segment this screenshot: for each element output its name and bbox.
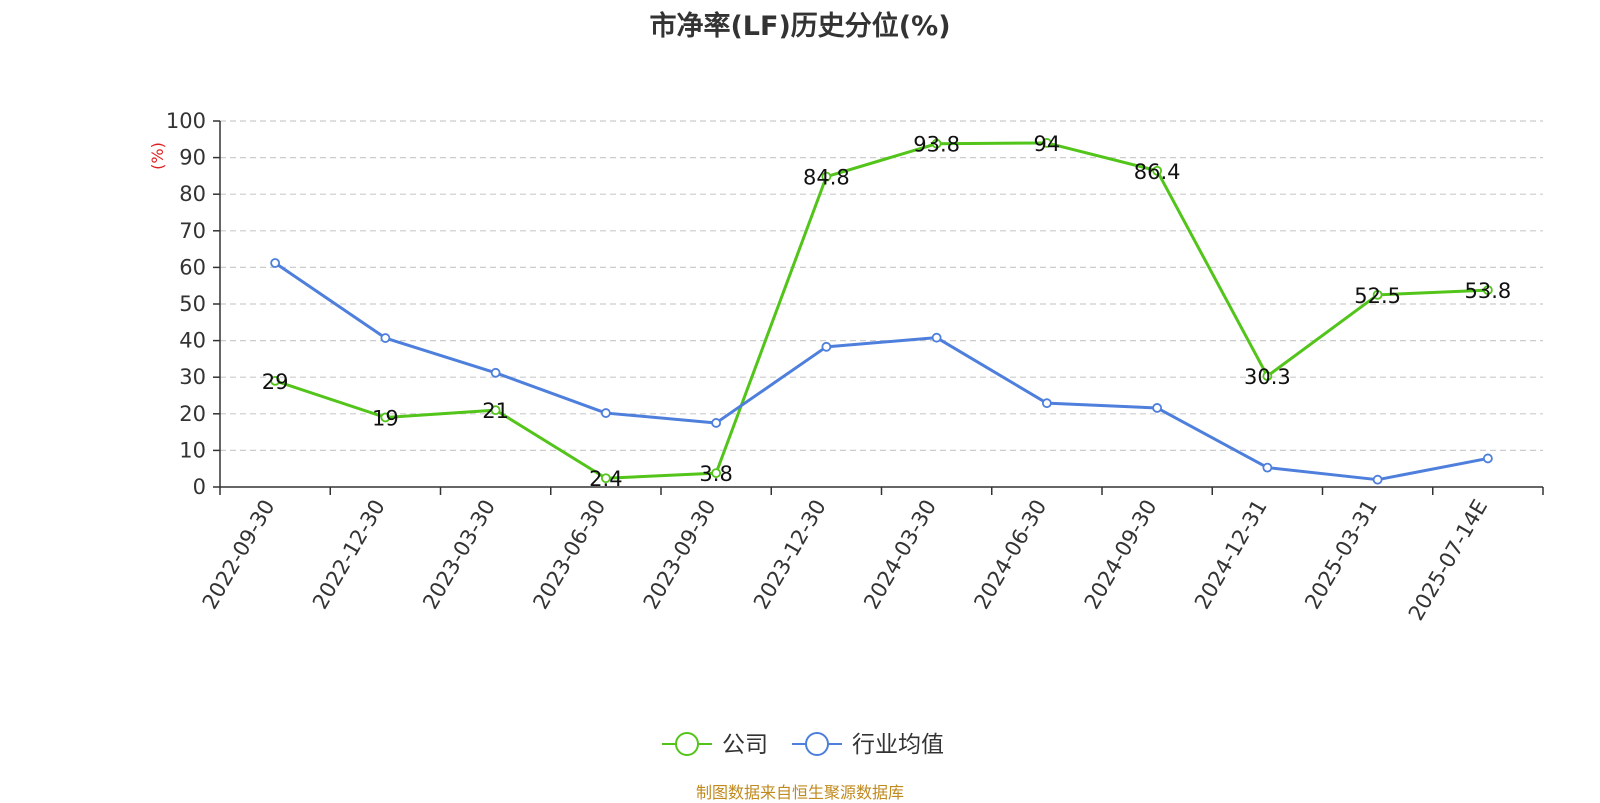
data-point xyxy=(490,405,501,416)
data-label: 84.8 xyxy=(803,166,850,190)
data-point xyxy=(931,332,942,343)
data-label: 86.4 xyxy=(1134,160,1181,184)
data-point xyxy=(821,341,832,352)
data-label: 93.8 xyxy=(913,133,960,157)
series-line-0 xyxy=(274,141,1488,480)
y-tick-label: 20 xyxy=(179,402,206,426)
x-tick-label: 2025-07-14E xyxy=(1404,496,1492,625)
x-tick-label: 2023-09-30 xyxy=(639,496,721,614)
y-tick-label: 0 xyxy=(193,475,206,499)
data-point xyxy=(490,367,501,378)
data-label: 3.8 xyxy=(699,462,732,486)
data-label: 30.3 xyxy=(1244,365,1291,389)
data-label: 94 xyxy=(1034,132,1061,156)
series-lines xyxy=(270,138,1493,485)
y-tick-label: 90 xyxy=(179,146,206,170)
data-label: 2.4 xyxy=(589,467,622,491)
data-point xyxy=(1372,289,1383,300)
legend-circle-icon xyxy=(675,732,699,756)
x-tick-label: 2024-12-31 xyxy=(1190,496,1272,614)
series-line-1 xyxy=(274,261,1489,482)
data-label: 53.8 xyxy=(1464,279,1511,303)
data-point xyxy=(600,473,611,484)
y-tick-label: 70 xyxy=(179,219,206,243)
data-point xyxy=(270,375,281,386)
data-point xyxy=(270,258,281,268)
data-point xyxy=(1482,453,1493,464)
legend-label: 行业均值 xyxy=(852,732,944,758)
y-axis-unit-label: (%) xyxy=(148,142,167,170)
data-point xyxy=(1041,138,1052,148)
y-tick-label: 40 xyxy=(179,329,206,353)
x-tick-label: 2022-09-30 xyxy=(198,496,280,614)
data-point xyxy=(1041,398,1052,409)
x-tick-label: 2023-06-30 xyxy=(528,496,610,614)
data-label: 19 xyxy=(372,406,399,430)
data-point xyxy=(821,171,832,182)
data-point xyxy=(1152,165,1163,176)
legend-circle-icon xyxy=(805,732,829,756)
y-tick-label: 30 xyxy=(179,365,206,389)
source-note: 制图数据来自恒生聚源数据库 xyxy=(695,783,904,802)
data-point xyxy=(711,418,722,428)
data-point xyxy=(711,468,722,478)
data-labels: 29 19 21 2.4 3.8 84.8 93.8 94 86.4 30.3 52.5 53.8 xyxy=(262,132,1512,491)
x-tick-label: 2022-12-30 xyxy=(308,496,390,614)
data-point xyxy=(600,408,611,418)
y-tick-label: 10 xyxy=(179,438,206,462)
y-tick-label: 60 xyxy=(179,255,206,279)
data-point xyxy=(380,412,391,423)
x-tick-label: 2023-03-30 xyxy=(418,496,500,614)
data-point xyxy=(931,138,942,149)
legend-label: 公司 xyxy=(722,732,768,758)
x-tick-label: 2024-09-30 xyxy=(1080,496,1162,614)
legend-item-1[interactable]: 行业均值 xyxy=(792,732,944,758)
x-tick-label: 2025-03-31 xyxy=(1300,496,1382,614)
legend-item-0[interactable]: 公司 xyxy=(662,732,768,758)
y-tick-label: 100 xyxy=(166,109,206,133)
x-tick-label: 2024-03-30 xyxy=(859,496,941,614)
data-label: 21 xyxy=(482,399,509,423)
data-point xyxy=(380,333,391,343)
data-point xyxy=(1372,474,1383,485)
data-label: 29 xyxy=(262,370,289,394)
data-label: 52.5 xyxy=(1354,284,1401,308)
chart-title: 市净率(LF)历史分位(%) xyxy=(649,11,951,42)
y-tick-label: 80 xyxy=(179,182,206,206)
data-point xyxy=(1262,371,1273,382)
x-tick-label: 2023-12-30 xyxy=(749,496,831,614)
y-tick-label: 50 xyxy=(179,292,206,316)
data-point xyxy=(1262,462,1273,473)
x-tick-label: 2024-06-30 xyxy=(969,496,1051,614)
data-point xyxy=(1482,285,1493,295)
grid-lines xyxy=(220,120,1543,451)
data-point xyxy=(1152,403,1163,413)
legend: 公司 行业均值 xyxy=(662,732,944,758)
